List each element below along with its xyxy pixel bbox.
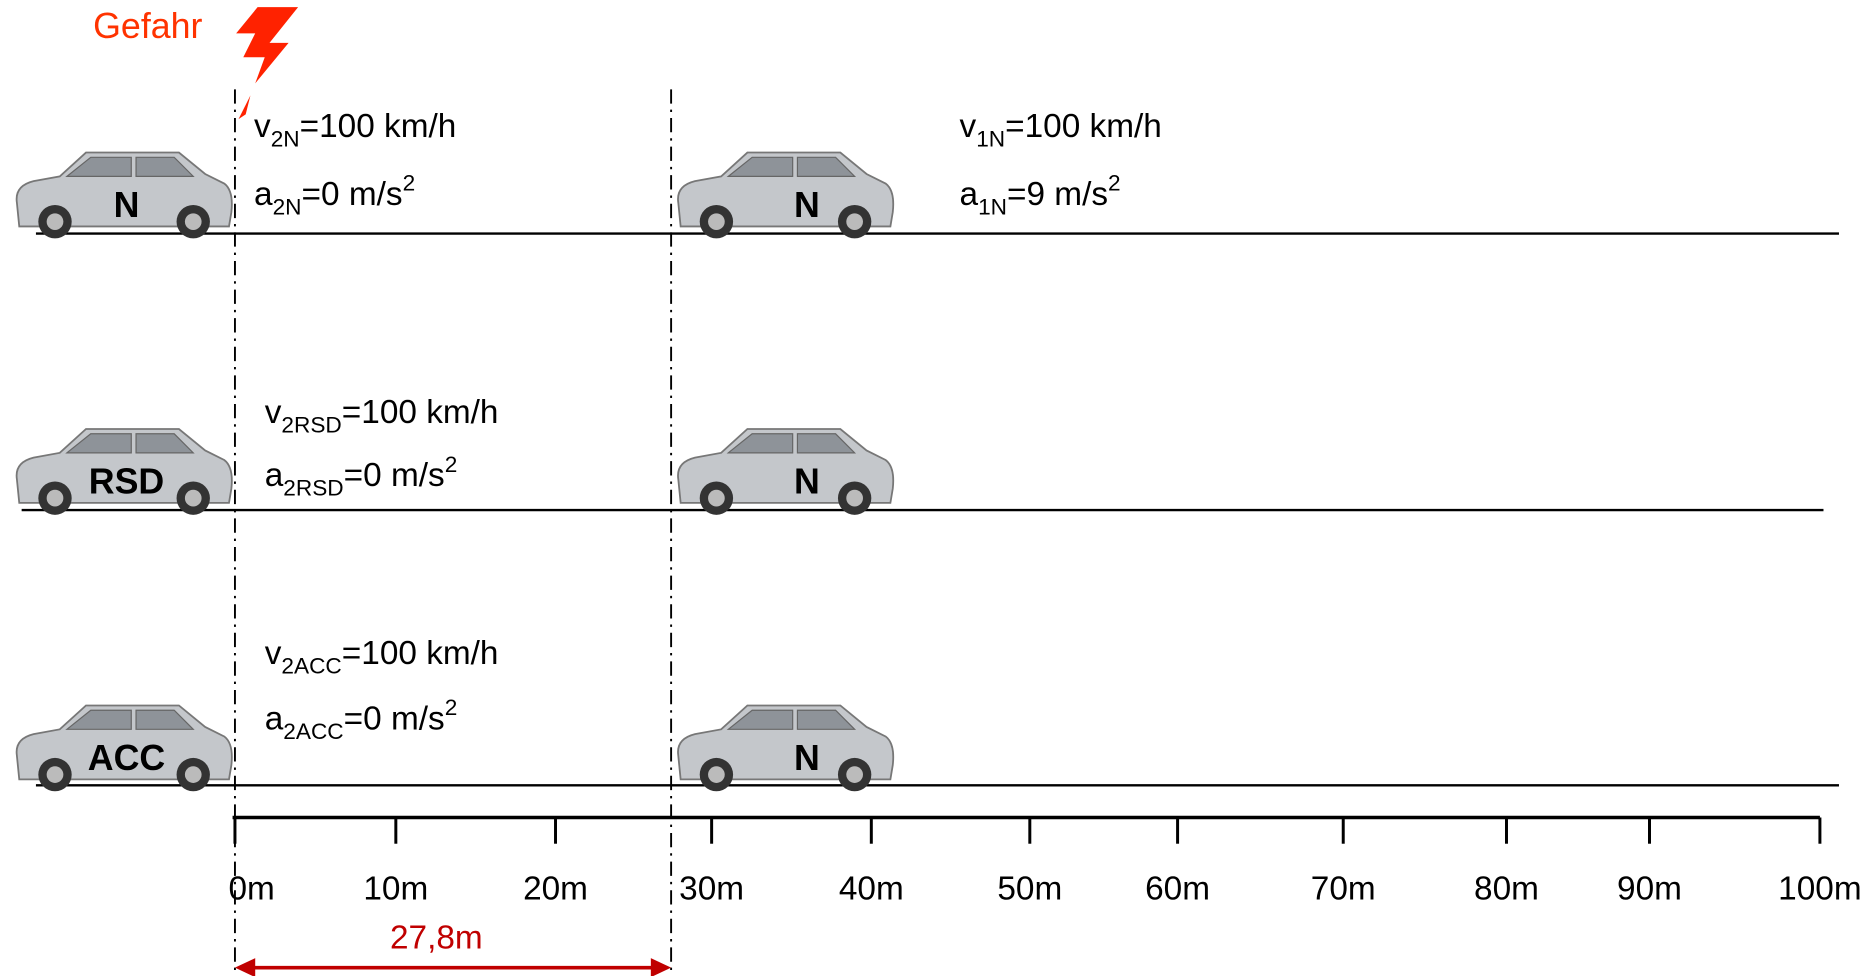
symbol: v bbox=[254, 108, 271, 145]
symbol: v bbox=[960, 108, 977, 145]
subscript: 2ACC bbox=[281, 653, 341, 678]
axis-label: 60m bbox=[1145, 871, 1210, 908]
subscript: 1N bbox=[976, 127, 1005, 152]
formula: a1N=9 m/s2 bbox=[960, 171, 1121, 220]
superscript: 2 bbox=[445, 452, 458, 477]
subscript: 2N bbox=[273, 195, 302, 220]
axis-label: 40m bbox=[839, 871, 904, 908]
formula: v2ACC=100 km/h bbox=[265, 635, 499, 679]
arrow-head bbox=[234, 958, 256, 976]
car-badge: RSD bbox=[89, 461, 164, 501]
car-badge: N bbox=[794, 738, 820, 778]
axis-label: 90m bbox=[1617, 871, 1682, 908]
value: =100 km/h bbox=[300, 108, 457, 145]
formula: v2N=100 km/h bbox=[254, 108, 456, 152]
car-icon bbox=[677, 151, 895, 240]
value: =0 m/s bbox=[344, 700, 445, 737]
axis-label: 0m bbox=[228, 871, 274, 908]
formula: a2N=0 m/s2 bbox=[254, 171, 415, 220]
symbol: v bbox=[265, 635, 282, 672]
car-badge: N bbox=[794, 185, 820, 225]
value: =0 m/s bbox=[302, 176, 403, 213]
axis-label: 80m bbox=[1474, 871, 1539, 908]
symbol: a bbox=[265, 700, 284, 737]
subscript: 2N bbox=[271, 127, 300, 152]
gap-label: 27,8m bbox=[390, 920, 483, 957]
symbol: a bbox=[265, 457, 284, 494]
axis-label: 50m bbox=[997, 871, 1062, 908]
symbol: a bbox=[960, 176, 979, 213]
lightning-icon bbox=[236, 7, 299, 84]
car-badge: ACC bbox=[88, 738, 165, 778]
formula: v2RSD=100 km/h bbox=[265, 394, 499, 438]
value: =100 km/h bbox=[342, 394, 499, 431]
axis-label: 10m bbox=[363, 871, 428, 908]
lightning-tip bbox=[238, 95, 251, 120]
superscript: 2 bbox=[403, 171, 416, 196]
car-icon bbox=[677, 428, 895, 516]
axis-label: 30m bbox=[679, 871, 744, 908]
subscript: 1N bbox=[978, 195, 1007, 220]
car-badge: N bbox=[114, 185, 140, 225]
subscript: 2ACC bbox=[283, 719, 343, 744]
value: =100 km/h bbox=[1005, 108, 1162, 145]
axis-label: 100m bbox=[1778, 871, 1861, 908]
car-icon bbox=[677, 704, 895, 793]
arrow-head bbox=[650, 958, 672, 976]
formula: a2ACC=0 m/s2 bbox=[265, 695, 458, 744]
subscript: 2RSD bbox=[281, 413, 341, 438]
formula: a2RSD=0 m/s2 bbox=[265, 452, 458, 501]
car-badge: N bbox=[794, 461, 820, 501]
axis-label: 20m bbox=[523, 871, 588, 908]
hazard-label: Gefahr bbox=[93, 6, 202, 46]
formula: v1N=100 km/h bbox=[960, 108, 1162, 152]
value: =0 m/s bbox=[344, 457, 445, 494]
reference-lines bbox=[233, 89, 673, 972]
subscript: 2RSD bbox=[283, 476, 343, 501]
value: =9 m/s bbox=[1007, 176, 1108, 213]
superscript: 2 bbox=[445, 695, 458, 720]
value: =100 km/h bbox=[342, 635, 499, 672]
symbol: v bbox=[265, 394, 282, 431]
axis-label: 70m bbox=[1311, 871, 1376, 908]
superscript: 2 bbox=[1108, 171, 1121, 196]
symbol: a bbox=[254, 176, 273, 213]
